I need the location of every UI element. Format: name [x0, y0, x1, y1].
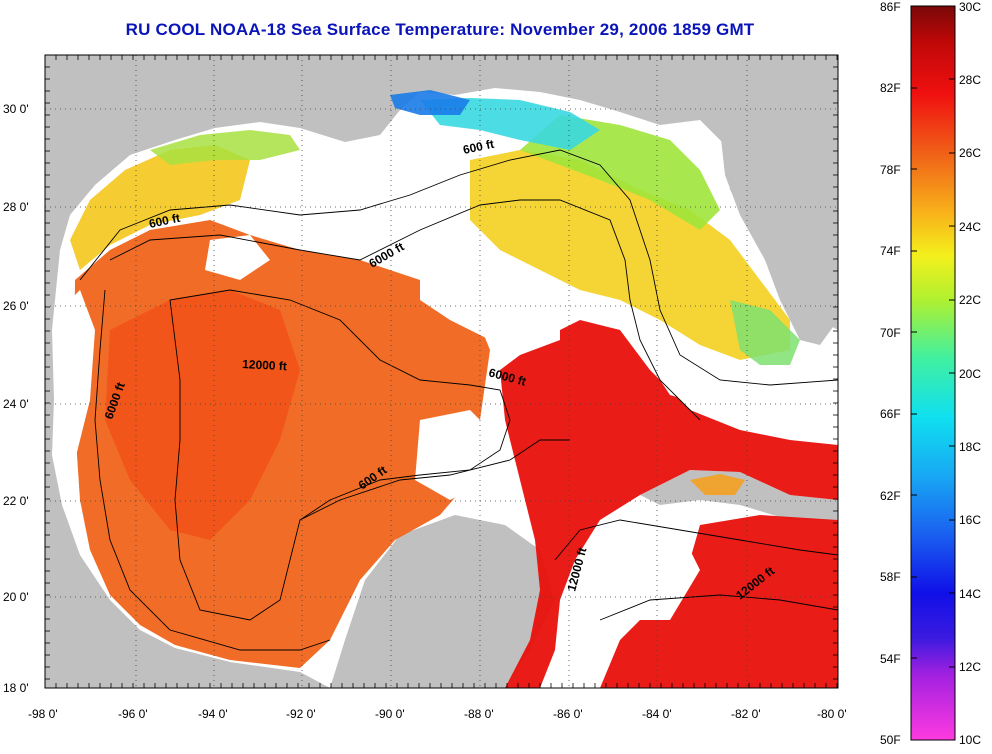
lon-tick-label: -88 0'	[464, 707, 494, 721]
colorbar-f-label: 86F	[880, 0, 901, 14]
sst-yellow-northeast	[470, 150, 790, 360]
lat-tick-label: 18 0'	[3, 681, 29, 695]
colorbar-ticks	[911, 5, 955, 668]
cloud-patch-east	[640, 345, 760, 410]
contour-12000ft-caribbean	[554, 519, 838, 561]
colorbar-c-label: 12C	[959, 660, 981, 674]
cloud-patch-center	[420, 265, 560, 355]
cloud-patch-south-center	[415, 410, 500, 500]
contour-6000ft-west	[94, 289, 331, 651]
sst-green-east-shelf	[730, 300, 800, 365]
colorbar-f-label: 66F	[880, 407, 901, 421]
cloud-patch-northwest	[205, 235, 270, 280]
lon-tick-label: -86 0'	[553, 707, 583, 721]
lon-tick-label: -96 0'	[118, 707, 148, 721]
contour-6000ft	[109, 199, 701, 421]
lon-tick-label: -84 0'	[642, 707, 672, 721]
sst-red-loop-current	[500, 320, 838, 688]
sst-red-caribbean	[600, 515, 838, 688]
lon-tick-label: -90 0'	[375, 707, 405, 721]
lon-tick-label: -98 0'	[28, 707, 58, 721]
colorbar-f-label: 54F	[880, 652, 901, 666]
longitude-axis: -98 0' -96 0' -94 0' -92 0' -90 0' -88 0…	[28, 707, 847, 721]
colorbar-c-label: 20C	[959, 367, 981, 381]
lat-tick-label: 22 0'	[3, 494, 29, 508]
bathymetry-contours	[79, 149, 838, 651]
lon-tick-label: -82 0'	[731, 707, 761, 721]
lat-tick-label: 20 0'	[3, 590, 29, 604]
lon-tick-label: -94 0'	[198, 707, 228, 721]
colorbar-c-label: 28C	[959, 73, 981, 87]
colorbar-f-label: 58F	[880, 570, 901, 584]
yucatan-land	[330, 515, 555, 688]
colorbar-c-label: 24C	[959, 220, 981, 234]
latitude-axis: 30 0' 28 0' 26 0' 24 0' 22 0' 20 0' 18 0…	[3, 102, 29, 695]
contour-label-600-nw: 600 ft	[148, 211, 182, 231]
colorbar-f-label: 62F	[880, 489, 901, 503]
contour-600ft-south	[299, 439, 570, 521]
sst-green-northwest	[150, 130, 300, 165]
sst-orange-cuba-north	[690, 474, 745, 495]
sst-cyan-north	[420, 98, 600, 150]
axis-ticks	[44, 54, 838, 688]
sst-yellow-northwest	[70, 145, 250, 270]
grid-lines	[45, 55, 838, 688]
colorbar-f-label: 74F	[880, 244, 901, 258]
lat-tick-label: 28 0'	[3, 200, 29, 214]
contour-600ft-shelf	[79, 149, 838, 386]
colorbar-c-label: 26C	[959, 146, 981, 160]
lat-tick-label: 26 0'	[3, 299, 29, 313]
contour-12000ft-caribbean-south	[599, 594, 838, 621]
lon-tick-label: -92 0'	[286, 707, 316, 721]
lon-tick-label: -80 0'	[817, 707, 847, 721]
colorbar-c-label: 10C	[959, 733, 981, 747]
colorbar-f-label: 50F	[880, 733, 901, 747]
colorbar: 86F 82F 78F 74F 70F 66F 62F 58F 54F 50F …	[880, 0, 981, 747]
lat-tick-label: 24 0'	[3, 397, 29, 411]
colorbar-c-label: 30C	[959, 0, 981, 14]
cloud-patch-caribbean	[600, 530, 700, 620]
cloud-gaps	[60, 235, 760, 620]
lat-tick-label: 30 0'	[3, 102, 29, 116]
colorbar-gradient	[910, 5, 956, 741]
florida-land	[720, 130, 838, 345]
cuba-land	[640, 470, 838, 520]
colorbar-f-label: 78F	[880, 163, 901, 177]
contour-12000ft	[169, 289, 511, 621]
colorbar-f-label: 70F	[880, 326, 901, 340]
contour-label-600-ne: 600 ft	[462, 137, 496, 157]
colorbar-f-label: 82F	[880, 81, 901, 95]
map-frame	[44, 54, 839, 689]
map-title: RU COOL NOAA-18 Sea Surface Temperature:…	[125, 20, 755, 39]
cloud-patch-west-coast	[60, 290, 95, 460]
sst-field	[70, 90, 838, 688]
colorbar-c-label: 18C	[959, 440, 981, 454]
contour-label-12000-west: 12000 ft	[242, 357, 287, 373]
colorbar-c-label: 22C	[959, 293, 981, 307]
sst-deep-orange-west	[105, 290, 300, 540]
colorbar-c-label: 16C	[959, 513, 981, 527]
colorbar-c-label: 14C	[959, 587, 981, 601]
map-panel: 600 ft 600 ft 6000 ft 12000 ft 6000 ft 6…	[45, 55, 838, 688]
